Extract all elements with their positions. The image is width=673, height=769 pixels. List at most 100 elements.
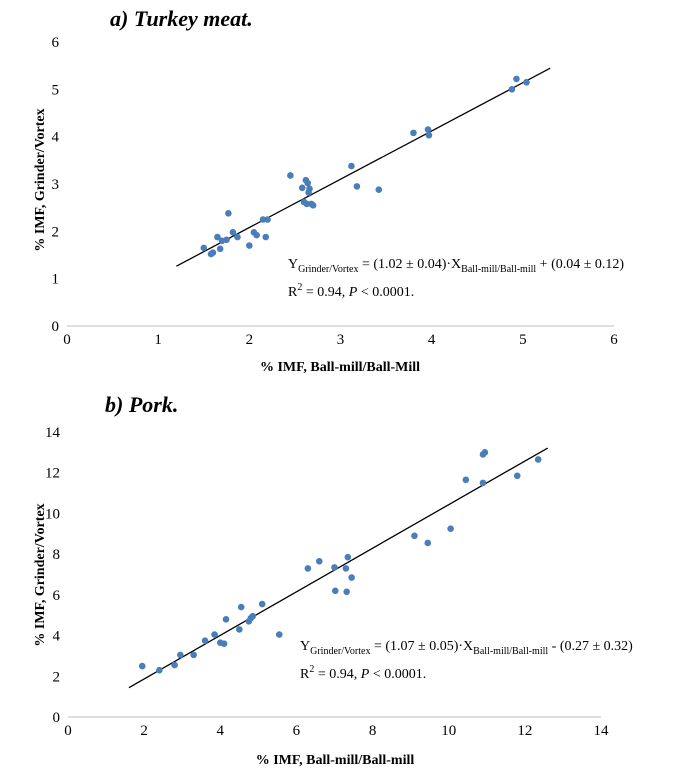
regression-equation: YGrinder/Vortex = (1.02 ± 0.04)·XBall-mi… xyxy=(288,257,624,275)
y-tick-label: 4 xyxy=(52,130,60,146)
r2-suffix: < 0.0001. xyxy=(357,285,414,300)
y-tick-label: 6 xyxy=(53,588,61,604)
x-axis-label: % IMF, Ball-mill/Ball-Mill xyxy=(260,360,420,375)
data-point xyxy=(234,233,241,241)
x-tick-label: 2 xyxy=(140,723,148,739)
data-point xyxy=(216,245,224,253)
eq-mid-sub: Ball-mill/Ball-mill xyxy=(461,264,536,275)
x-tick-label: 0 xyxy=(64,723,72,739)
data-point xyxy=(534,456,542,463)
x-tick-label: 2 xyxy=(246,332,254,348)
data-point xyxy=(275,631,283,638)
data-point xyxy=(211,631,218,638)
x-tick-label: 4 xyxy=(428,332,436,348)
data-point xyxy=(138,662,146,670)
x-tick-label: 0 xyxy=(63,332,71,348)
data-point xyxy=(262,233,270,241)
eq-rhs: - (0.27 ± 0.32) xyxy=(548,639,633,654)
r2-mid: = 0.94, xyxy=(302,285,348,300)
data-point xyxy=(342,565,350,572)
y-tick-label: 5 xyxy=(52,82,60,98)
data-point xyxy=(479,479,487,487)
data-point xyxy=(190,651,197,659)
data-point xyxy=(253,231,260,239)
y-tick-label: 2 xyxy=(52,224,60,240)
data-point xyxy=(237,603,245,611)
data-point xyxy=(304,565,312,572)
y-tick-label: 3 xyxy=(52,177,60,193)
data-point xyxy=(309,202,317,209)
data-point xyxy=(200,244,208,252)
data-point xyxy=(331,587,339,595)
y-axis-title-wrap: % IMF, Grinder/Vortex xyxy=(33,108,48,251)
data-point xyxy=(287,172,294,179)
trendline xyxy=(176,67,551,267)
y-tick-label: 1 xyxy=(52,272,60,288)
x-tick-label: 4 xyxy=(217,723,225,739)
data-point xyxy=(481,449,489,456)
data-point xyxy=(225,210,232,217)
data-point xyxy=(177,651,184,659)
y-axis-label: % IMF, Grinder/Vortex xyxy=(33,108,48,251)
data-point xyxy=(410,129,417,137)
r2-p: P xyxy=(360,667,370,682)
data-point xyxy=(425,131,433,139)
data-point xyxy=(259,216,267,223)
eq-lhs: Y xyxy=(300,639,310,654)
data-point xyxy=(249,612,256,620)
x-tick-label: 12 xyxy=(517,723,532,739)
data-point xyxy=(298,184,306,192)
y-tick-label: 4 xyxy=(53,629,61,645)
y-tick-label: 6 xyxy=(52,35,60,51)
data-point xyxy=(331,564,338,571)
regression-equation: YGrinder/Vortex = (1.07 ± 0.05)·XBall-mi… xyxy=(300,639,633,657)
y-tick-label: 0 xyxy=(52,319,60,335)
data-point xyxy=(223,236,230,244)
data-point xyxy=(523,78,530,86)
data-point xyxy=(304,179,311,187)
r2-prefix: R xyxy=(300,667,310,682)
x-tick-label: 14 xyxy=(594,723,610,739)
data-point xyxy=(214,233,221,241)
data-point xyxy=(411,532,418,540)
eq-mid: = (1.02 ± 0.04)·X xyxy=(358,257,461,272)
r-squared-text: R2 = 0.94, P < 0.0001. xyxy=(288,282,414,300)
chart-pork: b) Pork. % IMF, Grinder/Vortex % IMF, Ba… xyxy=(33,392,633,768)
data-point xyxy=(343,588,350,596)
data-point xyxy=(513,472,521,480)
data-point xyxy=(201,637,209,644)
data-point xyxy=(513,75,520,83)
data-point xyxy=(447,525,454,532)
x-axis-label: % IMF, Ball-mill/Ball-mill xyxy=(256,753,415,768)
eq-lhs-sub: Grinder/Vortex xyxy=(310,646,370,657)
data-point xyxy=(303,200,311,208)
y-axis-title-wrap: % IMF, Grinder/Vortex xyxy=(33,503,48,646)
data-point xyxy=(209,249,217,256)
trendline xyxy=(128,447,549,689)
chart-title: a) Turkey meat. xyxy=(110,6,253,31)
data-point xyxy=(344,553,352,561)
chart-turkey: a) Turkey meat. % IMF, Grinder/Vortex % … xyxy=(33,6,624,375)
data-point xyxy=(348,574,355,581)
data-point xyxy=(424,126,432,133)
data-point xyxy=(375,186,383,193)
r2-p: P xyxy=(348,285,358,300)
data-point xyxy=(229,228,237,236)
data-point xyxy=(156,666,163,674)
y-tick-label: 2 xyxy=(53,669,61,685)
data-point xyxy=(246,242,253,249)
y-tick-label: 12 xyxy=(45,466,60,482)
data-point xyxy=(236,626,243,633)
data-point xyxy=(258,600,266,608)
x-tick-label: 3 xyxy=(337,332,345,348)
r2-suffix: < 0.0001. xyxy=(369,667,426,682)
y-tick-label: 14 xyxy=(45,425,61,441)
x-tick-label: 6 xyxy=(293,723,301,739)
r-squared-text: R2 = 0.94, P < 0.0001. xyxy=(300,664,426,682)
eq-lhs: Y xyxy=(288,257,298,272)
r2-sup: 2 xyxy=(297,282,302,293)
eq-lhs-sub: Grinder/Vortex xyxy=(298,264,358,275)
data-point xyxy=(264,216,271,223)
x-tick-label: 1 xyxy=(154,332,162,348)
